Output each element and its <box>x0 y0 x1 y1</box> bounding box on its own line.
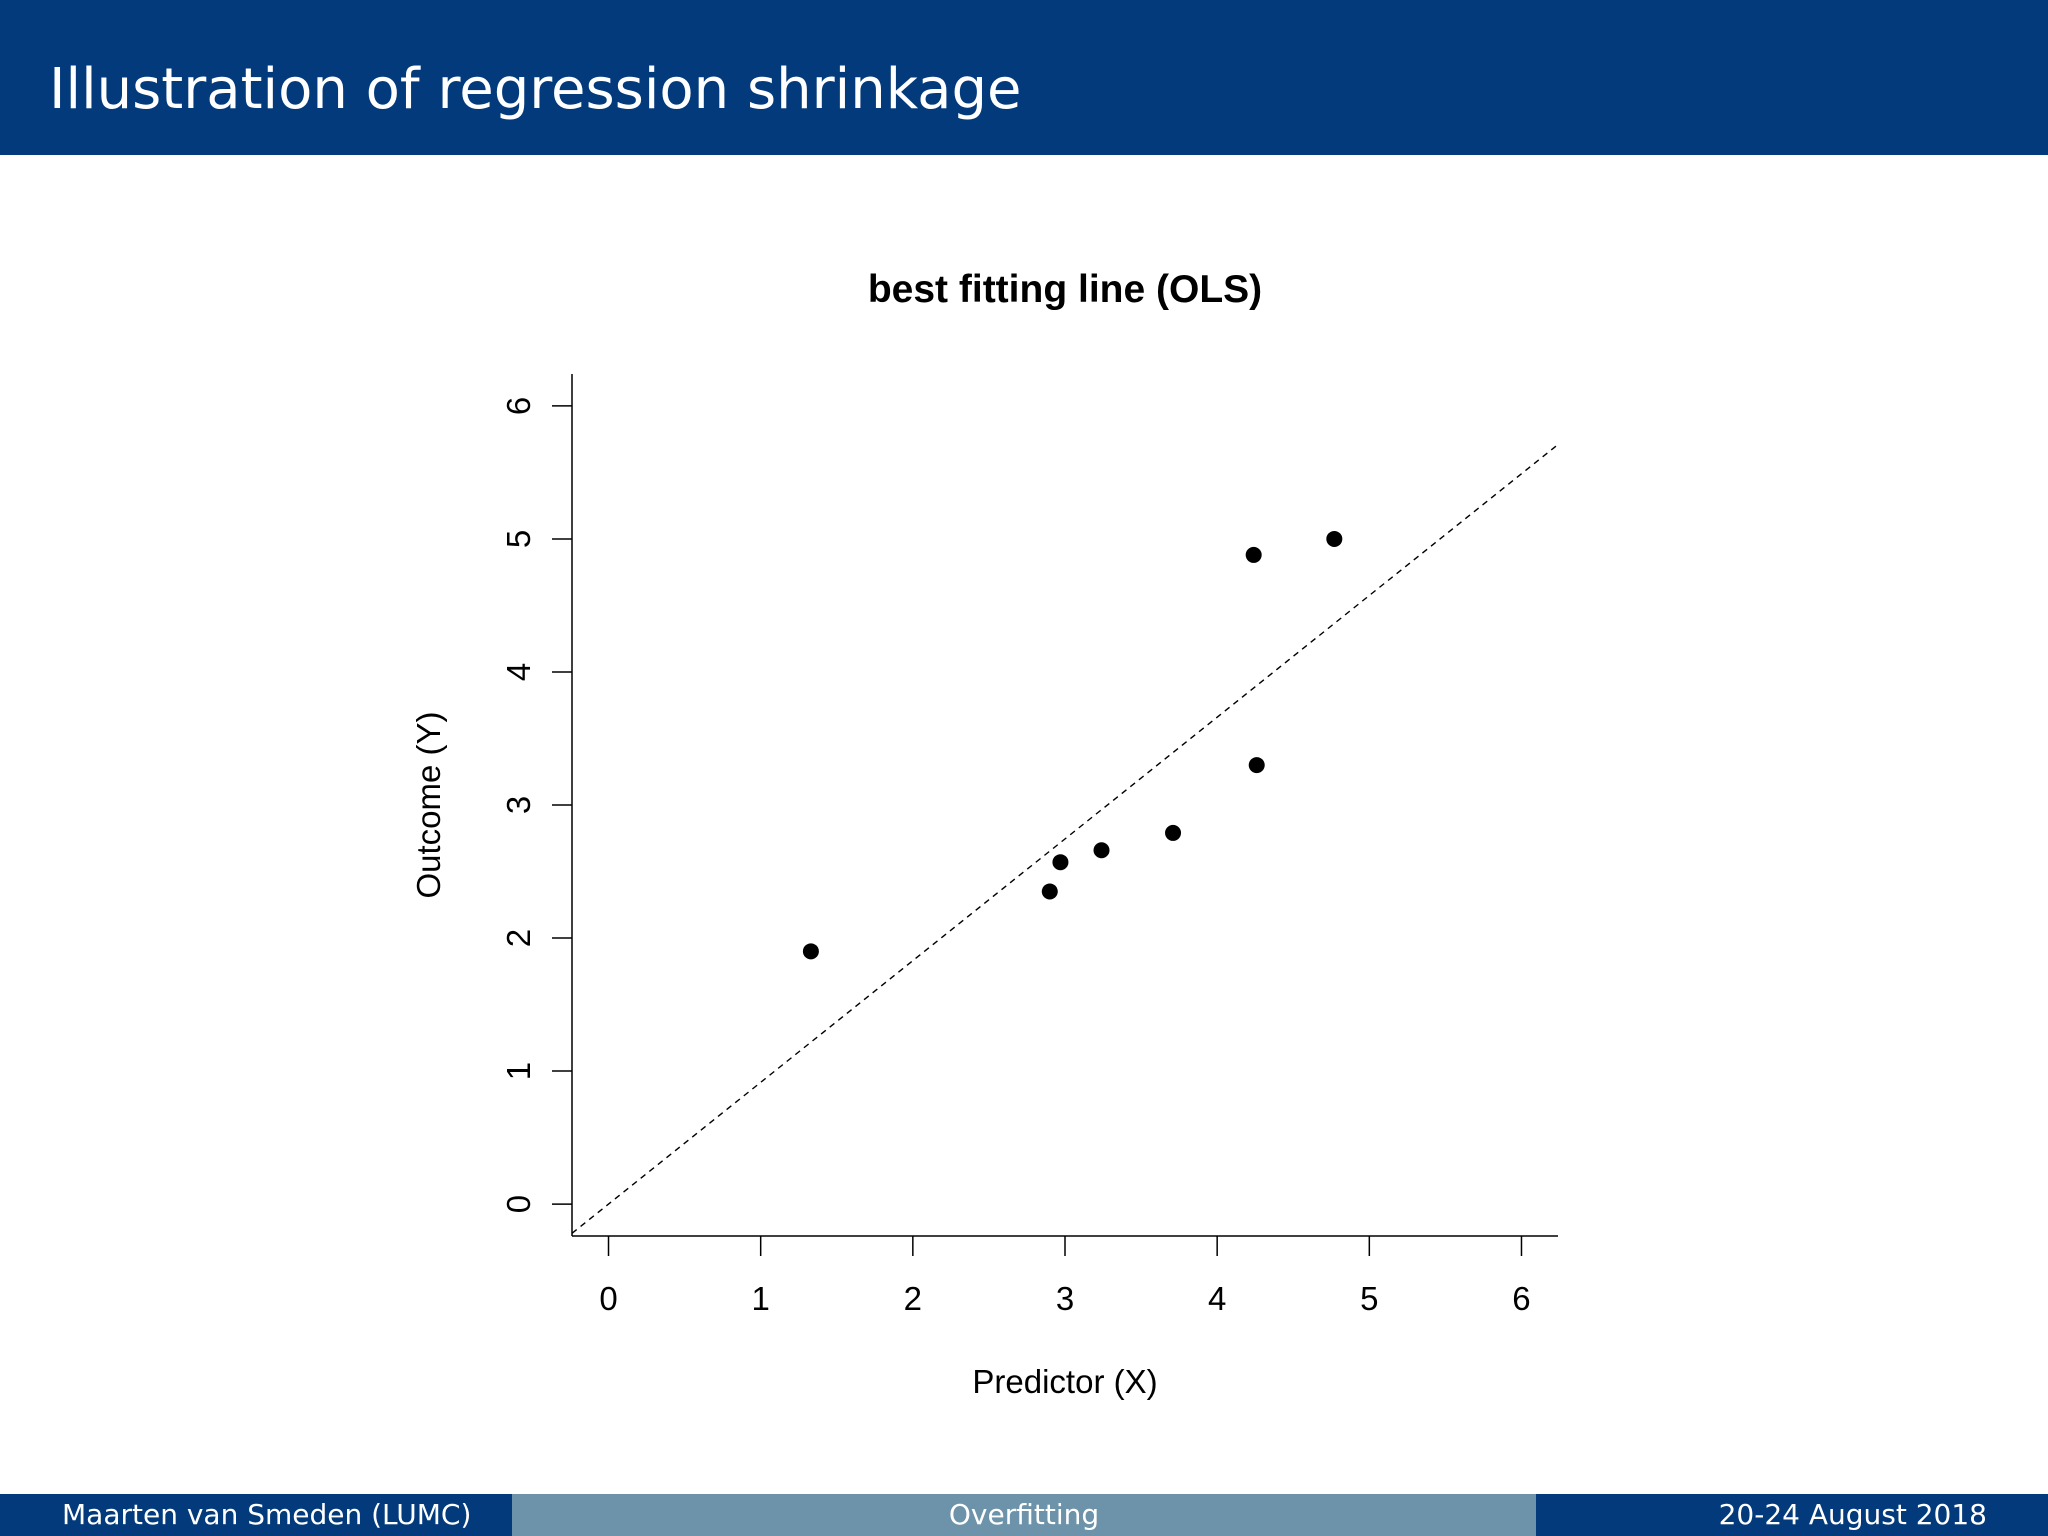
y-tick-label: 5 <box>500 530 537 548</box>
y-tick-label: 0 <box>500 1195 537 1213</box>
data-point <box>802 943 819 960</box>
data-points <box>802 530 1343 960</box>
x-tick-label: 0 <box>599 1280 617 1317</box>
data-point <box>1052 854 1069 871</box>
footer-topic: Overfitting <box>512 1494 1536 1536</box>
regression-line-group <box>571 444 1559 1234</box>
data-point <box>1093 842 1110 859</box>
data-point <box>1326 530 1343 547</box>
y-axis-label: Outcome (Y) <box>410 711 447 898</box>
x-axis-ticks: 0 1 2 3 4 5 6 <box>599 1236 1531 1317</box>
data-point <box>1165 824 1182 841</box>
chart-title: best fitting line (OLS) <box>868 268 1262 311</box>
y-tick-label: 6 <box>500 397 537 415</box>
footer-author: Maarten van Smeden (LUMC) <box>0 1494 512 1536</box>
x-tick-label: 4 <box>1208 1280 1226 1317</box>
footer-date: 20-24 August 2018 <box>1536 1494 2048 1536</box>
slide-title: Illustration of regression shrinkage <box>49 57 1022 122</box>
y-tick-label: 1 <box>500 1062 537 1080</box>
y-tick-label: 3 <box>500 796 537 814</box>
data-point <box>1245 546 1262 563</box>
data-point <box>1041 883 1058 900</box>
regression-line <box>571 444 1559 1234</box>
x-tick-label: 1 <box>751 1280 769 1317</box>
x-tick-label: 6 <box>1512 1280 1530 1317</box>
data-point <box>1248 757 1265 774</box>
x-tick-label: 5 <box>1360 1280 1378 1317</box>
y-axis-ticks: 0 1 2 3 4 5 6 <box>500 397 572 1213</box>
slide-footer: Maarten van Smeden (LUMC) Overfitting 20… <box>0 1494 2048 1536</box>
x-tick-label: 3 <box>1056 1280 1074 1317</box>
x-axis-label: Predictor (X) <box>972 1363 1157 1400</box>
slide-header: Illustration of regression shrinkage <box>0 0 2048 155</box>
x-tick-label: 2 <box>904 1280 922 1317</box>
y-tick-label: 2 <box>500 929 537 947</box>
y-tick-label: 4 <box>500 663 537 681</box>
